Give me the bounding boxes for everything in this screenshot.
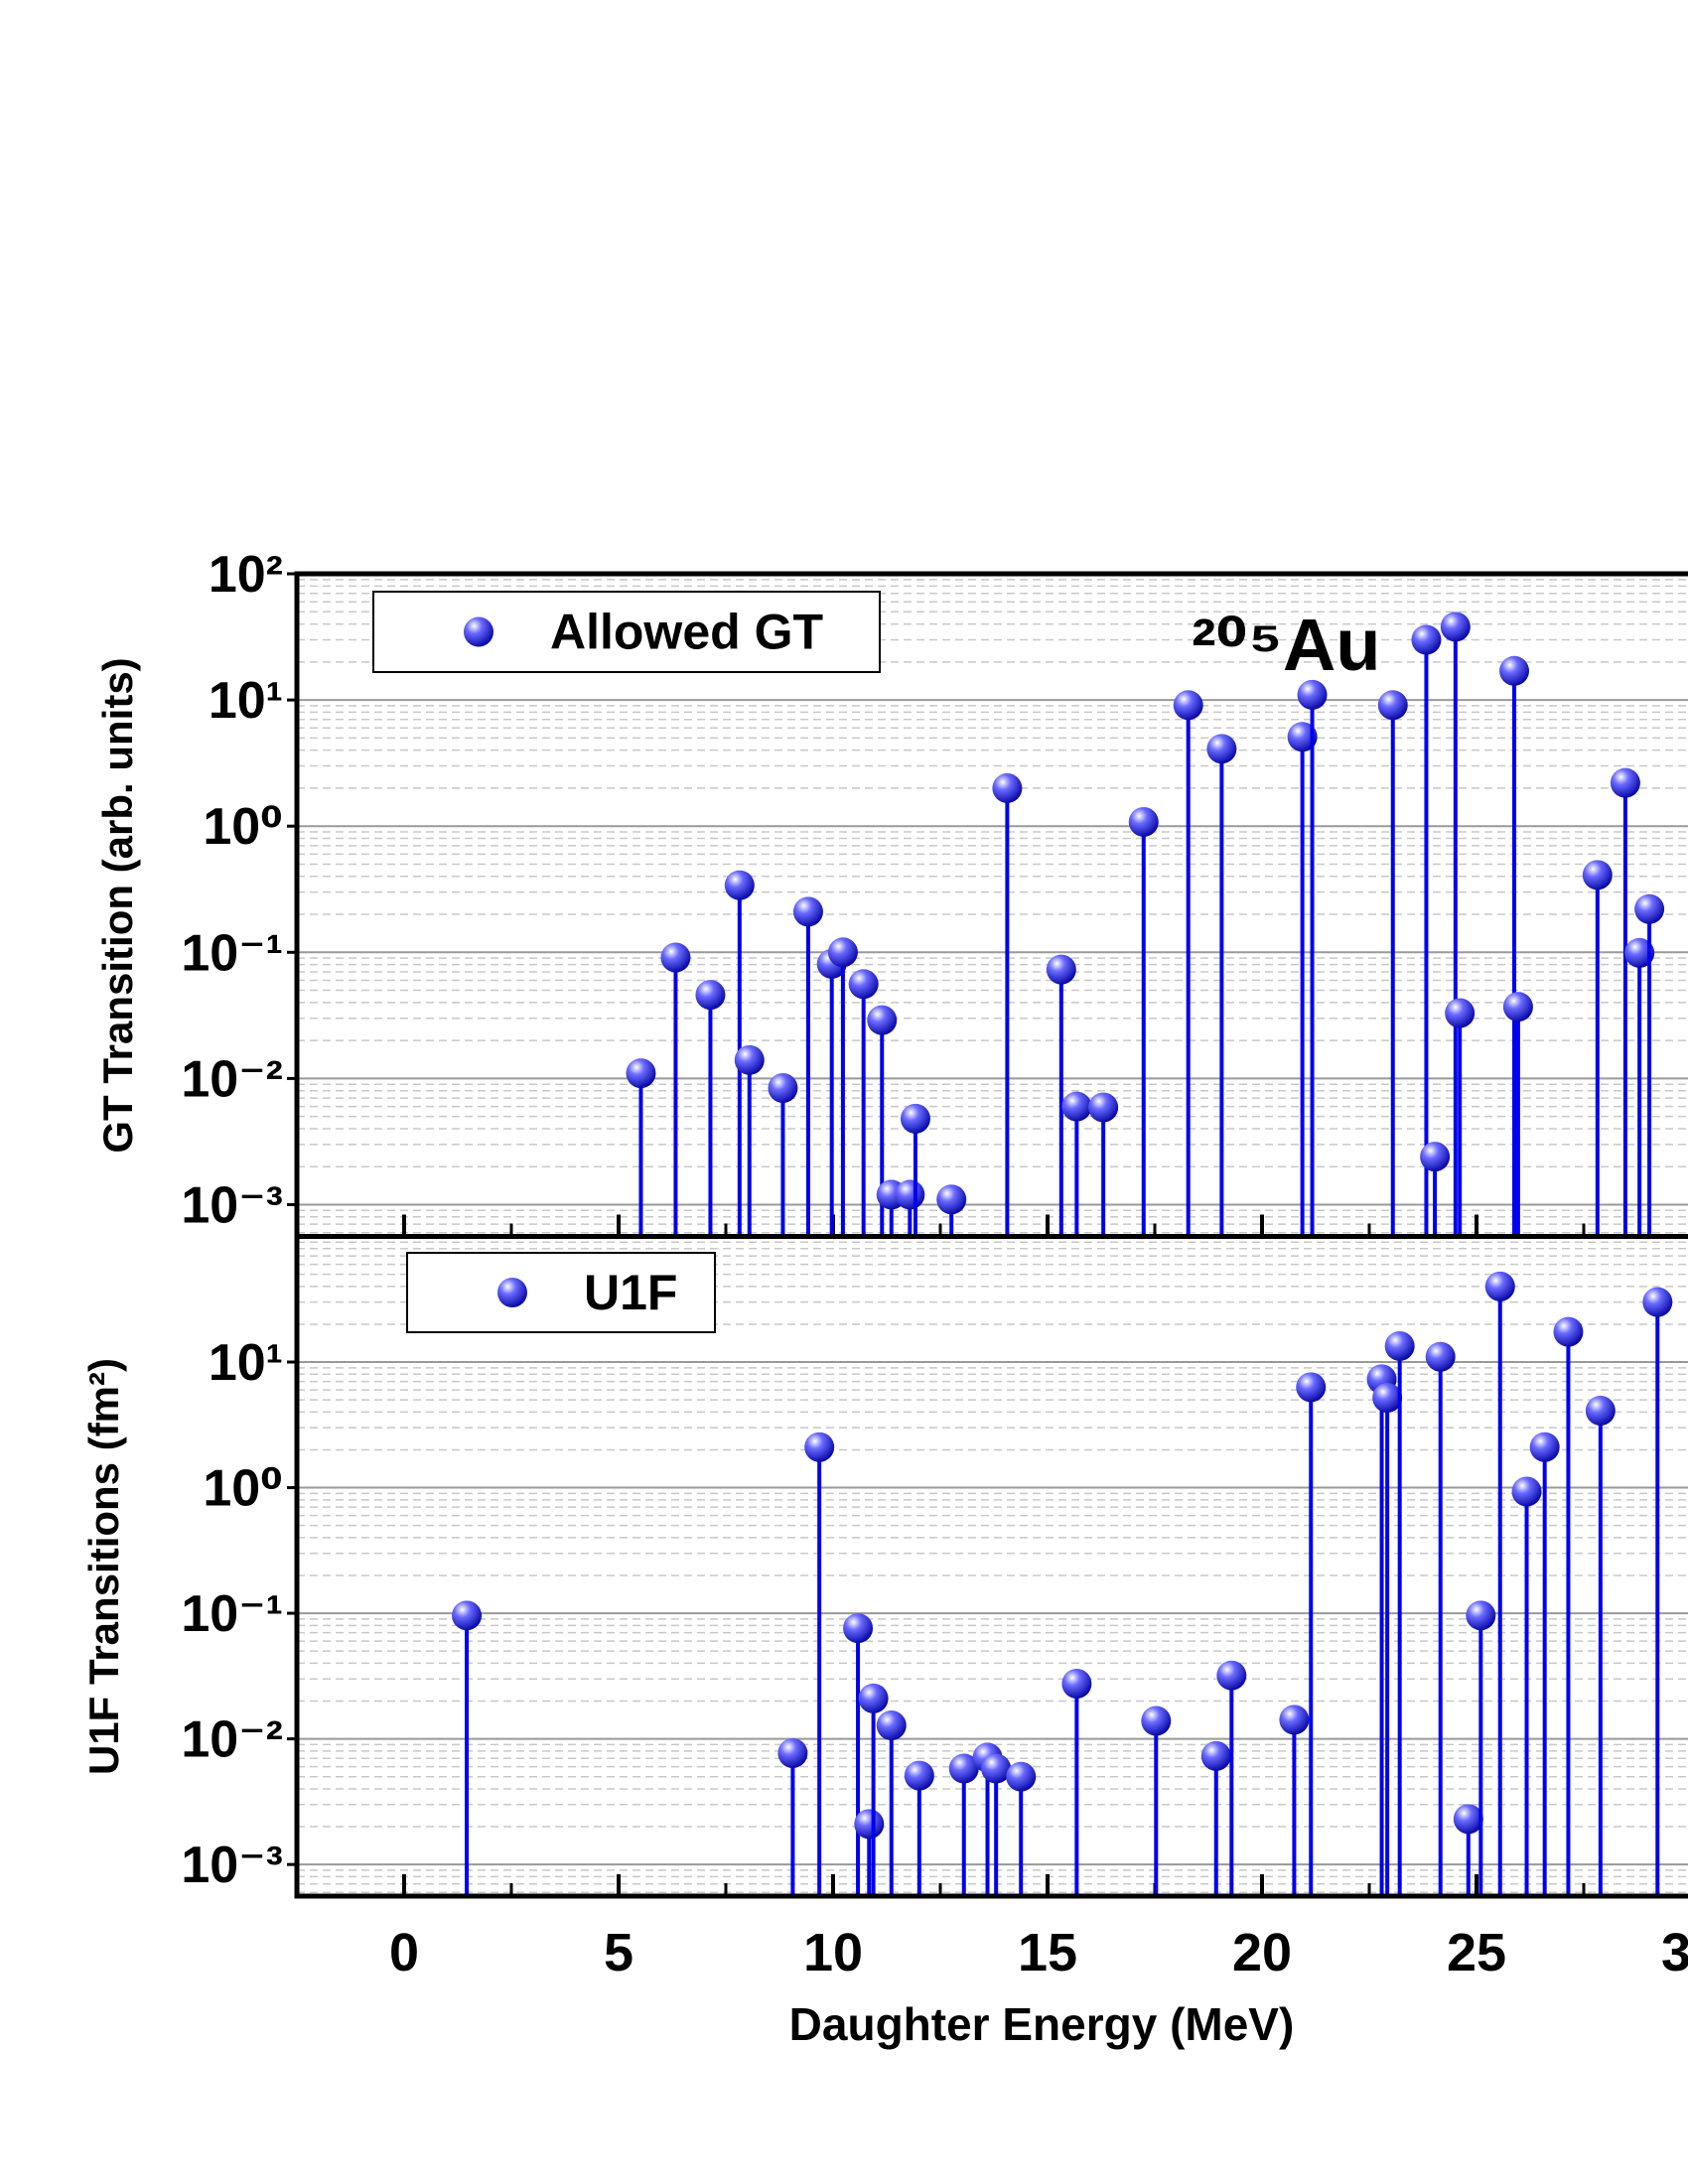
stem-marker [1502, 992, 1533, 1023]
x-tick-label: 10 [803, 1923, 863, 1982]
stem-marker [1128, 806, 1159, 837]
stem-marker [1445, 998, 1476, 1028]
stem-marker [848, 969, 879, 1000]
stem-marker [626, 1058, 656, 1089]
stem-marker [768, 1073, 798, 1104]
stem-marker [804, 1432, 835, 1462]
stem-marker [936, 1184, 967, 1215]
annotation: ²⁰⁵Au [1192, 604, 1380, 686]
legend-marker [497, 1278, 527, 1307]
stem-marker [1499, 655, 1530, 686]
stem-marker [1624, 937, 1655, 968]
stem-marker [1420, 1142, 1451, 1172]
stem-marker [1453, 1804, 1483, 1835]
y-tick-label: 10² [209, 546, 283, 604]
stem-marker [660, 942, 691, 973]
stem-marker [1440, 612, 1471, 642]
legend-label: U1F [584, 1265, 677, 1320]
stem-marker [1296, 1372, 1327, 1403]
stem-marker [876, 1710, 907, 1741]
y-axis-label: GT Transition (arb. units) [94, 657, 141, 1153]
plot-frame [294, 571, 1688, 1239]
plot-frame [294, 1234, 1688, 1899]
stem-marker [1511, 1476, 1542, 1507]
stem-marker [1173, 690, 1203, 721]
stem-marker [1088, 1092, 1119, 1123]
stem-marker [948, 1753, 979, 1784]
stem-marker [1297, 679, 1328, 710]
stem-marker [1411, 624, 1442, 655]
stem-marker [854, 1809, 885, 1840]
stem-marker [1279, 1705, 1310, 1735]
stem-marker [1372, 1382, 1403, 1413]
y-tick-label: 10⁻¹ [181, 1585, 283, 1643]
x-tick-label: 0 [389, 1923, 419, 1982]
y-tick-label: 10⁻³ [181, 1837, 283, 1894]
stem-marker [1425, 1341, 1456, 1372]
legend-box [406, 1252, 716, 1333]
x-tick-label: 20 [1232, 1923, 1292, 1982]
stem-marker [777, 1737, 808, 1768]
stem-marker [1141, 1706, 1172, 1736]
stem-marker [992, 772, 1023, 803]
x-tick-label: 30 [1661, 1923, 1688, 1982]
legend-box [372, 591, 881, 673]
stem-marker [1046, 954, 1076, 985]
y-tick-label: 10⁰ [203, 798, 283, 856]
stem-marker [1200, 1740, 1231, 1771]
stem-marker [1466, 1600, 1496, 1631]
stem-marker [1634, 893, 1665, 924]
stem-marker [724, 870, 755, 900]
stem-marker [827, 937, 858, 968]
stem-marker [1582, 860, 1613, 890]
stem-marker [1206, 734, 1237, 764]
stem-marker [1642, 1287, 1673, 1317]
stem-marker [1585, 1396, 1616, 1427]
stem-marker [792, 896, 823, 927]
y-tick-label: 10⁻³ [181, 1176, 283, 1234]
y-axis-label: U1F Transitions (fm²) [80, 1358, 127, 1775]
stem-marker [1287, 722, 1318, 752]
stem-marker [904, 1760, 934, 1791]
stem-marker [895, 1179, 925, 1210]
x-tick-label: 25 [1447, 1923, 1506, 1982]
x-axis-label: Daughter Energy (MeV) [789, 1998, 1295, 2050]
stem-marker [1061, 1091, 1092, 1122]
stem-marker [858, 1683, 889, 1713]
stem-marker [900, 1103, 930, 1134]
y-tick-label: 10⁰ [203, 1460, 283, 1518]
y-tick-label: 10⁻² [181, 1050, 283, 1108]
y-tick-label: 10¹ [209, 1334, 283, 1392]
stem-marker [1529, 1432, 1560, 1462]
x-tick-label: 5 [604, 1923, 633, 1982]
x-tick-label: 15 [1018, 1923, 1077, 1982]
stem-marker [867, 1005, 898, 1035]
y-tick-label: 10¹ [209, 672, 283, 730]
stem-marker [452, 1600, 483, 1631]
y-tick-label: 10⁻¹ [181, 924, 283, 982]
stem-marker [1384, 1330, 1415, 1361]
stem-marker [1006, 1761, 1037, 1792]
legend-marker [464, 616, 493, 647]
stem-marker [843, 1613, 874, 1644]
stem-marker [1377, 690, 1408, 721]
stem-marker [1061, 1669, 1092, 1700]
stem-marker [695, 980, 726, 1011]
stem-marker [1484, 1271, 1515, 1301]
stem-marker [1553, 1316, 1584, 1347]
stem-marker [981, 1753, 1012, 1784]
stem-marker [1610, 767, 1640, 798]
stem-marker [1216, 1660, 1247, 1691]
stem-marker [734, 1044, 765, 1075]
y-tick-label: 10⁻² [181, 1711, 283, 1769]
legend-label: Allowed GT [550, 605, 823, 660]
